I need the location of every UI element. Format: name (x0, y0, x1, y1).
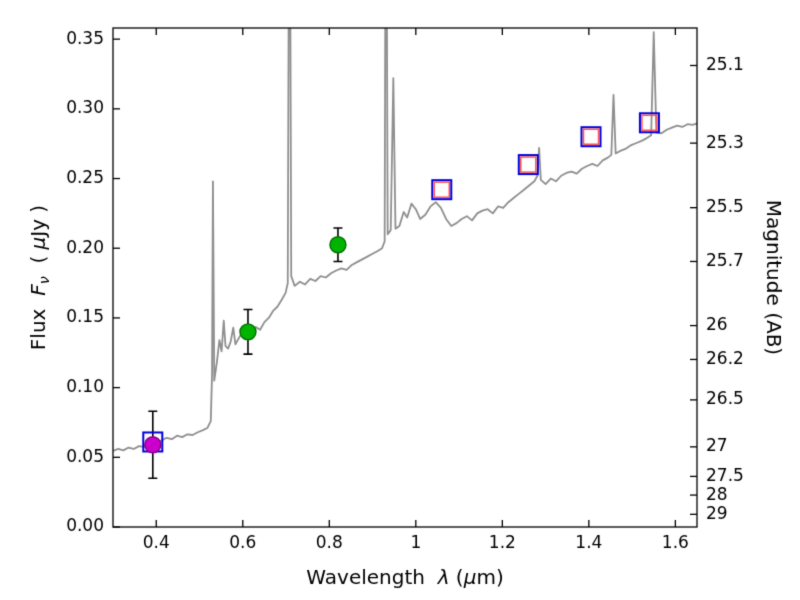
spectrum-flux-magnitude-chart (0, 0, 800, 600)
figure (0, 0, 800, 600)
